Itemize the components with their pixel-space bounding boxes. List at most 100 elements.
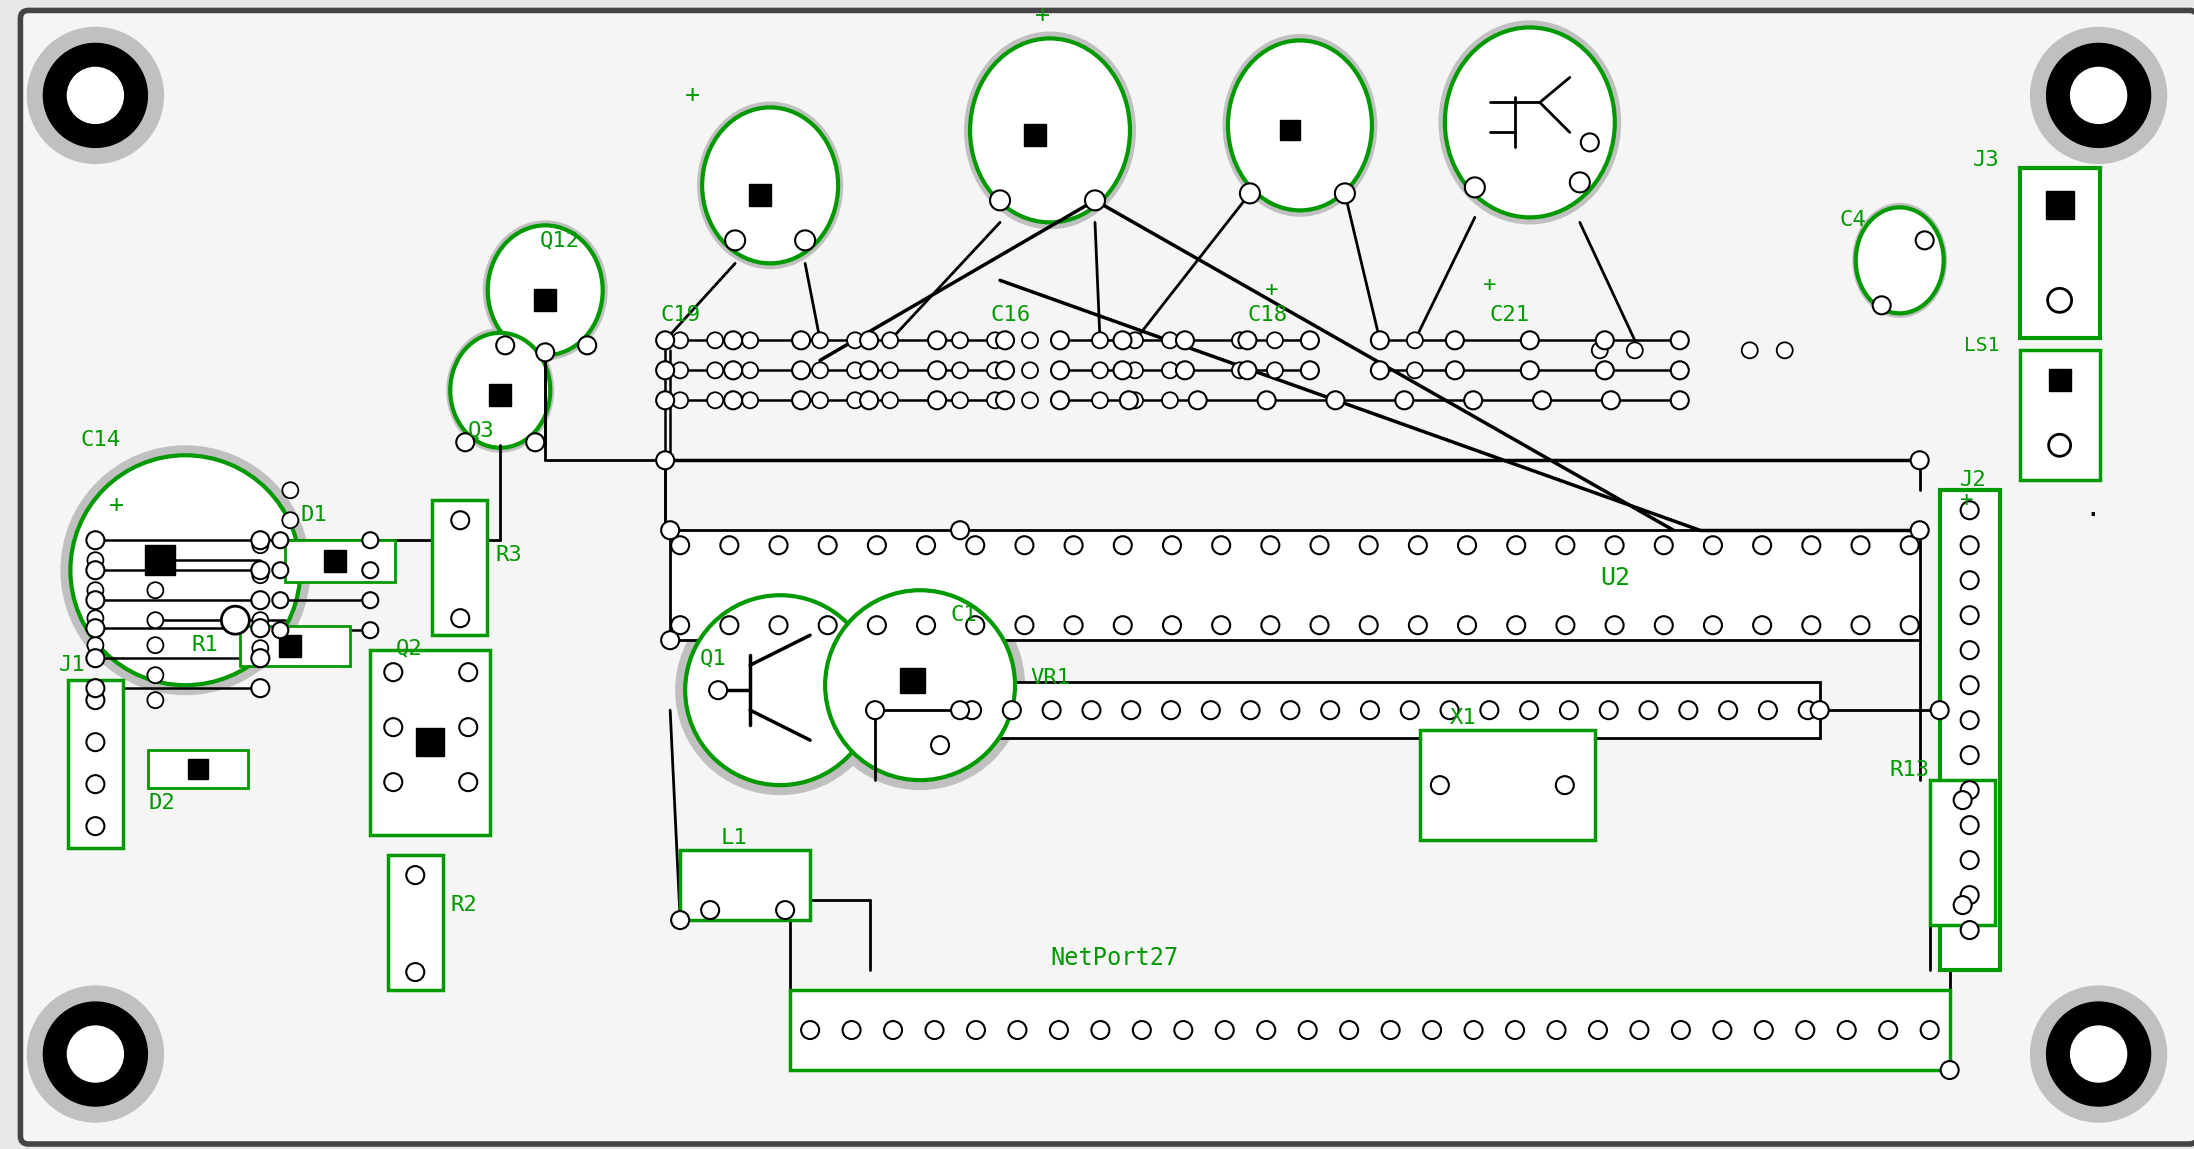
Text: R2: R2 — [450, 895, 476, 915]
Circle shape — [816, 580, 1025, 791]
Circle shape — [1463, 392, 1483, 409]
Circle shape — [1446, 361, 1463, 379]
Circle shape — [1672, 361, 1689, 379]
Circle shape — [406, 866, 423, 884]
Circle shape — [252, 531, 270, 549]
Circle shape — [68, 1026, 123, 1082]
Circle shape — [792, 392, 810, 409]
Circle shape — [685, 595, 875, 785]
Circle shape — [1202, 701, 1220, 719]
Circle shape — [1022, 362, 1038, 378]
Circle shape — [1654, 537, 1672, 554]
Circle shape — [1961, 781, 1979, 800]
Bar — [145, 546, 176, 576]
Circle shape — [86, 733, 105, 751]
Circle shape — [1961, 851, 1979, 869]
Circle shape — [1009, 1021, 1027, 1039]
Circle shape — [869, 616, 886, 634]
Circle shape — [671, 616, 689, 634]
Circle shape — [742, 392, 759, 408]
Circle shape — [1753, 537, 1771, 554]
Circle shape — [1915, 231, 1933, 249]
Circle shape — [1582, 133, 1599, 152]
Circle shape — [842, 1021, 860, 1039]
Bar — [1025, 124, 1047, 146]
Circle shape — [1371, 362, 1389, 378]
Circle shape — [1801, 616, 1821, 634]
Circle shape — [1459, 616, 1477, 634]
Circle shape — [1595, 361, 1615, 379]
Circle shape — [1755, 1021, 1773, 1039]
Bar — [961, 683, 1819, 738]
Circle shape — [706, 362, 724, 378]
Ellipse shape — [487, 225, 603, 355]
Circle shape — [671, 362, 689, 378]
Circle shape — [1051, 361, 1068, 379]
Circle shape — [1051, 331, 1068, 349]
Circle shape — [671, 392, 689, 408]
Bar — [1279, 121, 1299, 140]
Circle shape — [1360, 537, 1378, 554]
Circle shape — [656, 392, 674, 409]
Circle shape — [1371, 361, 1389, 379]
Bar — [388, 855, 443, 990]
Circle shape — [1163, 362, 1178, 378]
Circle shape — [1560, 701, 1577, 719]
Bar — [371, 650, 489, 835]
Circle shape — [1115, 616, 1132, 634]
Circle shape — [452, 609, 470, 627]
Circle shape — [1961, 571, 1979, 589]
Circle shape — [1128, 392, 1143, 408]
Circle shape — [1595, 331, 1615, 349]
Circle shape — [812, 392, 827, 408]
Bar — [2021, 350, 2100, 480]
Circle shape — [812, 362, 827, 378]
Circle shape — [147, 638, 162, 653]
Circle shape — [1163, 392, 1178, 408]
Circle shape — [1874, 296, 1891, 315]
Circle shape — [527, 433, 544, 452]
Circle shape — [252, 649, 270, 668]
Circle shape — [1900, 616, 1920, 634]
Circle shape — [1042, 701, 1060, 719]
Text: J3: J3 — [1972, 151, 1999, 170]
Circle shape — [928, 331, 946, 349]
Circle shape — [2032, 28, 2168, 163]
Text: C16: C16 — [989, 306, 1031, 325]
Circle shape — [1430, 776, 1448, 794]
Circle shape — [1341, 1021, 1358, 1039]
Circle shape — [1128, 362, 1143, 378]
Circle shape — [1016, 537, 1033, 554]
Circle shape — [406, 963, 423, 981]
Circle shape — [86, 649, 105, 668]
Circle shape — [1961, 886, 1979, 904]
Circle shape — [676, 585, 884, 795]
Bar — [790, 990, 1950, 1070]
Circle shape — [1051, 392, 1068, 409]
Bar — [900, 668, 924, 693]
Circle shape — [272, 623, 287, 638]
Circle shape — [1931, 701, 1948, 719]
Text: +: + — [1483, 276, 1496, 295]
Circle shape — [1189, 392, 1207, 409]
Circle shape — [1507, 537, 1525, 554]
Circle shape — [996, 361, 1014, 379]
Circle shape — [283, 512, 298, 529]
Circle shape — [1215, 1021, 1233, 1039]
Text: +: + — [1036, 3, 1051, 28]
Circle shape — [671, 332, 689, 348]
Circle shape — [362, 592, 377, 608]
Text: C14: C14 — [81, 430, 121, 450]
Circle shape — [724, 392, 742, 409]
Circle shape — [1082, 701, 1101, 719]
Text: +: + — [108, 493, 123, 517]
Circle shape — [1382, 1021, 1400, 1039]
Text: R13: R13 — [1889, 761, 1931, 780]
Bar — [189, 759, 208, 779]
Circle shape — [1093, 362, 1108, 378]
Circle shape — [1588, 1021, 1606, 1039]
Circle shape — [1961, 537, 1979, 554]
Text: Q1: Q1 — [700, 648, 726, 669]
Circle shape — [928, 361, 946, 379]
Circle shape — [283, 483, 298, 499]
